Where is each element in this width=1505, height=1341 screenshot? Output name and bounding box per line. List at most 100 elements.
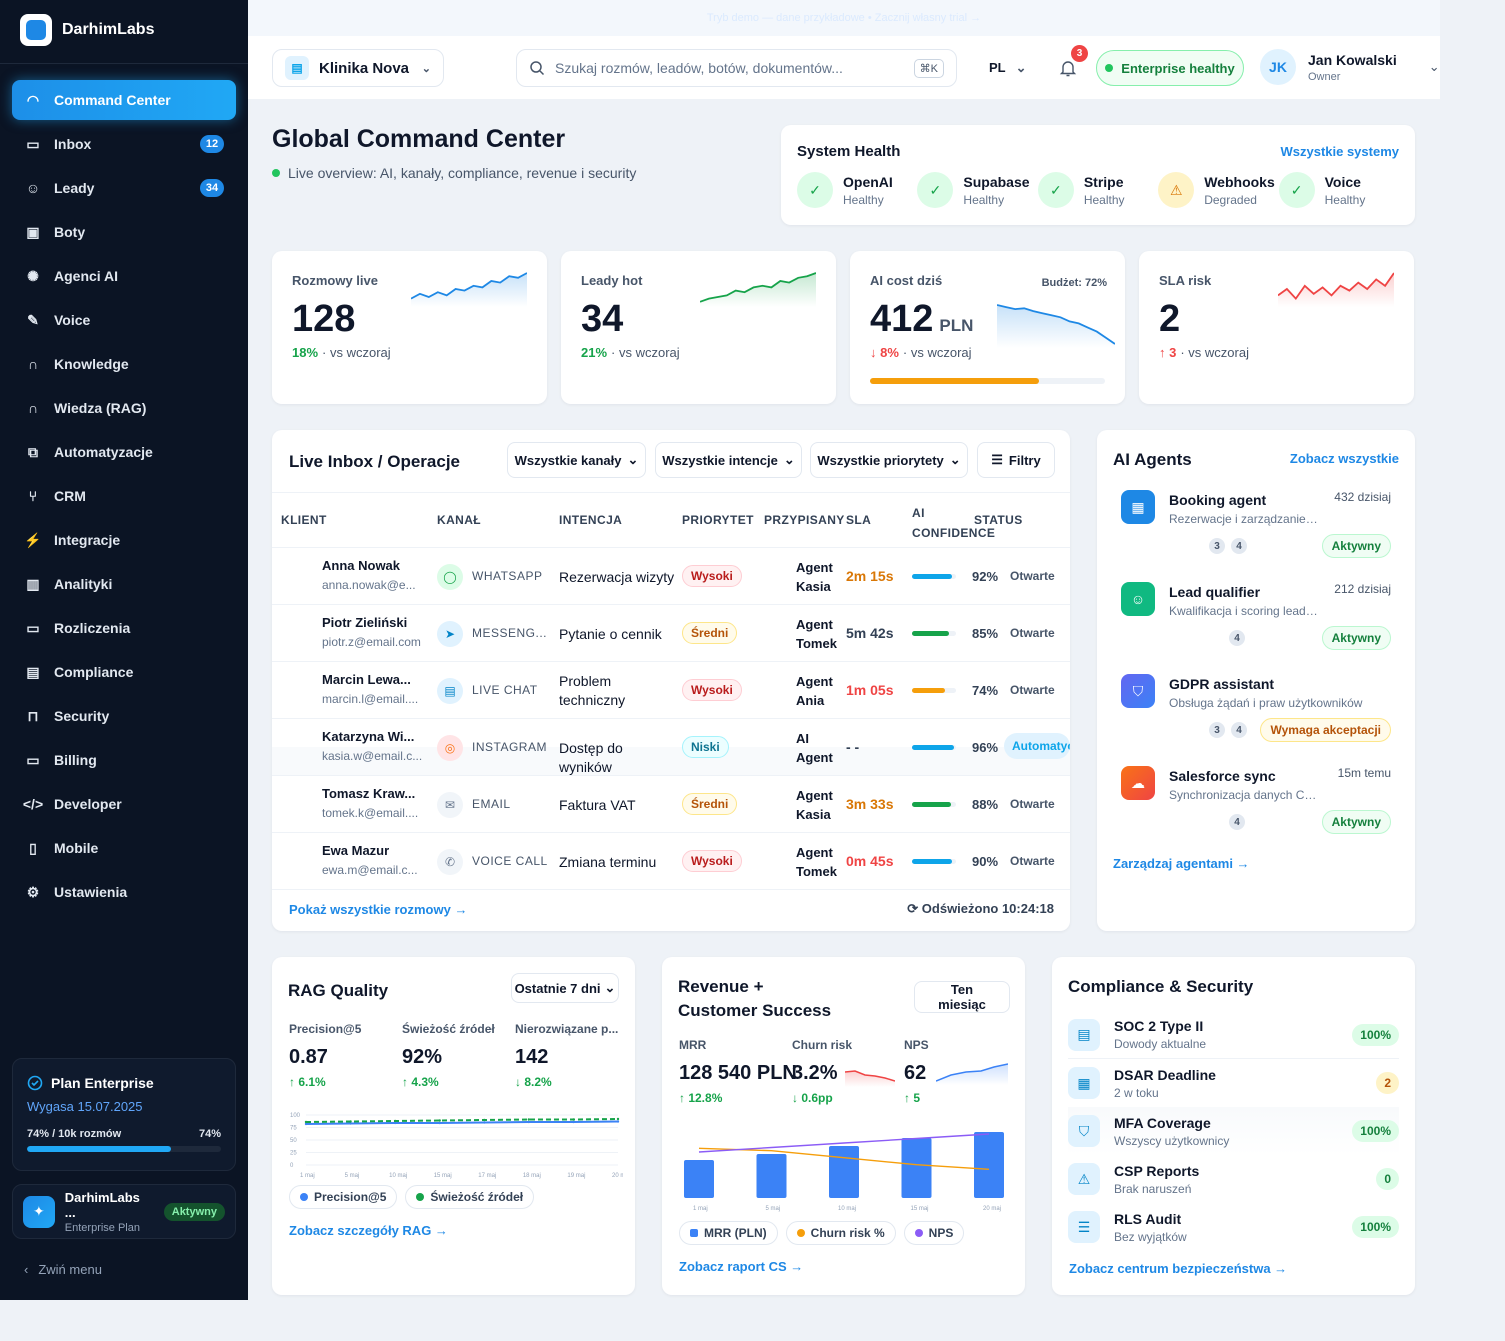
collapse-menu-button[interactable]: ‹ Zwiń menu <box>24 1262 102 1277</box>
sidebar-item-analityki[interactable]: ▥ Analityki <box>12 564 236 604</box>
sidebar-item-command-center[interactable]: ◠ Command Center <box>12 80 236 120</box>
all-systems-link[interactable]: Wszystkie systemy <box>1280 144 1399 159</box>
compliance-item[interactable]: ☰ RLS Audit Bez wyjątków 100% <box>1068 1203 1399 1251</box>
sidebar-item-rozliczenia[interactable]: ▭ Rozliczenia <box>12 608 236 648</box>
agent-item[interactable]: ☺ Lead qualifier Kwalifikacja i scoring le… <box>1113 580 1399 668</box>
sidebar-item-automatyzacje[interactable]: ⧉ Automatyzacje <box>12 432 236 472</box>
col-header[interactable]: INTENCJA <box>559 513 623 527</box>
clinic-selector[interactable]: ▤ Klinika Nova ⌄ <box>272 49 444 87</box>
plan-card[interactable]: Plan Enterprise Wygasa 15.07.2025 74% / … <box>12 1058 236 1171</box>
sidebar-item-security[interactable]: ⊓ Security <box>12 696 236 736</box>
kpi-card[interactable]: Rozmowy live 128 18% · vs wczoraj <box>272 251 547 404</box>
chip: 3 <box>1209 722 1225 738</box>
sidebar-item-label: Rozliczenia <box>54 620 131 636</box>
legend-item[interactable]: Precision@5 <box>289 1185 398 1209</box>
confidence-bar <box>912 859 956 864</box>
table-row[interactable]: Katarzyna Wi... kasia.w@email.c... ◎ INSTAG… <box>272 719 1070 776</box>
sidebar-item-compliance[interactable]: ▤ Compliance <box>12 652 236 692</box>
language-selector[interactable]: PL ⌄ <box>989 60 1027 76</box>
kpi-card[interactable]: SLA risk 2 ↑ 3 · vs wczoraj <box>1139 251 1414 404</box>
client-name: Piotr Zieliński <box>322 615 408 630</box>
system-stripe[interactable]: ✓ Stripe Healthy <box>1037 172 1158 208</box>
agent-desc: Rezerwacje i zarządzanie t... <box>1169 512 1319 526</box>
sidebar-item-billing[interactable]: ▭ Billing <box>12 740 236 780</box>
col-header[interactable]: PRIORYTET <box>682 513 754 527</box>
kpi-delta: ↑ 3 · vs wczoraj <box>1159 345 1394 360</box>
col-header[interactable]: SLA <box>846 513 872 527</box>
sidebar-item-agenci-ai[interactable]: ✺ Agenci AI <box>12 256 236 296</box>
sidebar-item-leady[interactable]: ☺ Leady 34 <box>12 168 236 208</box>
table-row[interactable]: Anna Nowak anna.nowak@e... ◯ WHATSAPP Rezerw… <box>272 548 1070 605</box>
agent-item[interactable]: ☁ Salesforce sync Synchronizacja danych CR… <box>1113 764 1399 852</box>
metric-label: NPS <box>904 1038 929 1052</box>
sidebar-item-ustawienia[interactable]: ⚙ Ustawienia <box>12 872 236 912</box>
channel-filter[interactable]: Wszystkie kanały ⌄ <box>507 442 646 478</box>
priority-filter[interactable]: Wszystkie priorytety ⌄ <box>810 442 968 478</box>
health-status-pill[interactable]: Enterprise healthy <box>1096 50 1244 86</box>
legend-item[interactable]: MRR (PLN) <box>679 1221 778 1245</box>
sidebar-item-wiedza-rag[interactable]: ∩ Wiedza (RAG) <box>12 388 236 428</box>
priority-badge: Wysoki <box>682 850 742 872</box>
revenue-range-dropdown[interactable]: Ten miesiąc <box>914 981 1010 1013</box>
compliance-item[interactable]: ▤ SOC 2 Type II Dowody aktualne 100% <box>1068 1011 1399 1059</box>
sidebar-item-voice[interactable]: ✎ Voice <box>12 300 236 340</box>
rag-range-dropdown[interactable]: Ostatnie 7 dni ⌄ <box>511 973 619 1003</box>
data-point <box>483 1118 486 1122</box>
system-webhooks[interactable]: ⚠ Webhooks Degraded <box>1158 172 1278 208</box>
demo-banner[interactable]: Tryb demo — dane przykładowe • Zacznij w… <box>248 0 1440 36</box>
col-header[interactable]: STATUS <box>974 513 1023 527</box>
kpi-delta: 21% · vs wczoraj <box>581 345 816 360</box>
compliance-item[interactable]: ⛉ MFA Coverage Wszyscy użytkownicy 100% <box>1068 1107 1399 1155</box>
filters-button[interactable]: ☰ Filtry <box>977 442 1055 478</box>
org-switcher[interactable]: ✦ DarhimLabs ... Enterprise Plan Aktywny <box>12 1184 236 1239</box>
legend-item[interactable]: Świeżość źródeł <box>405 1185 535 1209</box>
sidebar-item-boty[interactable]: ▣ Boty <box>12 212 236 252</box>
check-circle-icon: ✓ <box>797 172 833 208</box>
sidebar-item-mobile[interactable]: ▯ Mobile <box>12 828 236 868</box>
col-header[interactable]: AI CONFIDENCE <box>912 506 996 540</box>
table-row[interactable]: Tomasz Kraw... tomek.k@email.... ✉ EMAIL Fak… <box>272 776 1070 833</box>
kpi-card[interactable]: Leady hot 34 21% · vs wczoraj <box>561 251 836 404</box>
bell-icon[interactable] <box>1058 58 1078 78</box>
compliance-item[interactable]: ▦ DSAR Deadline 2 w toku 2 <box>1068 1059 1399 1107</box>
intent-filter[interactable]: Wszystkie intencje ⌄ <box>655 442 802 478</box>
revenue-title-line: Customer Success <box>678 1001 832 1020</box>
col-header[interactable]: KANAŁ <box>437 513 481 527</box>
search-input[interactable] <box>555 60 904 76</box>
kpi-label: Leady hot <box>581 273 643 288</box>
col-header[interactable]: PRZYPISANY <box>764 513 845 527</box>
sidebar-item-integracje[interactable]: ⚡ Integracje <box>12 520 236 560</box>
agent-item[interactable]: ⛉ GDPR assistant Obsługa żądań i praw użyt… <box>1113 672 1399 760</box>
system-voice[interactable]: ✓ Voice Healthy <box>1278 172 1399 208</box>
sidebar-item-inbox[interactable]: ▭ Inbox 12 <box>12 124 236 164</box>
global-search[interactable]: ⌘K <box>516 49 957 87</box>
sidebar-item-developer[interactable]: </> Developer <box>12 784 236 824</box>
status-badge: Otwarte <box>1010 854 1055 868</box>
sidebar-item-label: Integracje <box>54 532 121 548</box>
cs-report-link[interactable]: Zobacz raport CS → <box>679 1259 804 1274</box>
agent-item[interactable]: ▦ Booking agent Rezerwacje i zarządzanie t… <box>1113 488 1399 576</box>
agent-name: Lead qualifier <box>1169 584 1261 600</box>
sidebar-item-knowledge[interactable]: ∩ Knowledge <box>12 344 236 384</box>
system-supabase[interactable]: ✓ Supabase Healthy <box>917 172 1037 208</box>
x-tick-label: 1 maj <box>300 1173 315 1179</box>
table-row[interactable]: Piotr Zieliński piotr.z@email.com ➤ MESSENG… <box>272 605 1070 662</box>
manage-agents-link[interactable]: Zarządzaj agentami → <box>1113 856 1250 871</box>
kpi-card[interactable]: AI cost dziś 412 PLN ↓ 8% · vs wczoraj Budżet… <box>850 251 1125 404</box>
system-openai[interactable]: ✓ OpenAI Healthy <box>797 172 917 208</box>
headphones-icon: ∩ <box>27 400 39 416</box>
table-row[interactable]: Ewa Mazur ewa.m@email.c... ✆ VOICE CALL Zmia… <box>272 833 1070 890</box>
legend-item[interactable]: Churn risk % <box>785 1221 896 1245</box>
rag-details-link[interactable]: Zobacz szczegóły RAG → <box>289 1223 448 1238</box>
compliance-item[interactable]: ⚠ CSP Reports Brak naruszeń 0 <box>1068 1155 1399 1203</box>
sidebar-item-crm[interactable]: ⑂ CRM <box>12 476 236 516</box>
user-menu[interactable]: JK Jan Kowalski Owner ⌄ <box>1260 49 1440 85</box>
table-row[interactable]: Marcin Lewa... marcin.l@email.... ▤ LIVE CH… <box>272 662 1070 719</box>
col-header[interactable]: KLIENT <box>281 513 327 527</box>
show-all-conversations-link[interactable]: Pokaż wszystkie rozmowy → <box>289 902 468 917</box>
app-logo[interactable]: DarhimLabs <box>20 14 154 46</box>
legend-item[interactable]: NPS <box>903 1221 965 1245</box>
refresh-status[interactable]: ⟳ Odświeżono 10:24:18 <box>907 901 1054 917</box>
see-all-agents-link[interactable]: Zobacz wszystkie <box>1289 451 1399 466</box>
security-center-link[interactable]: Zobacz centrum bezpieczeństwa → <box>1069 1261 1288 1276</box>
